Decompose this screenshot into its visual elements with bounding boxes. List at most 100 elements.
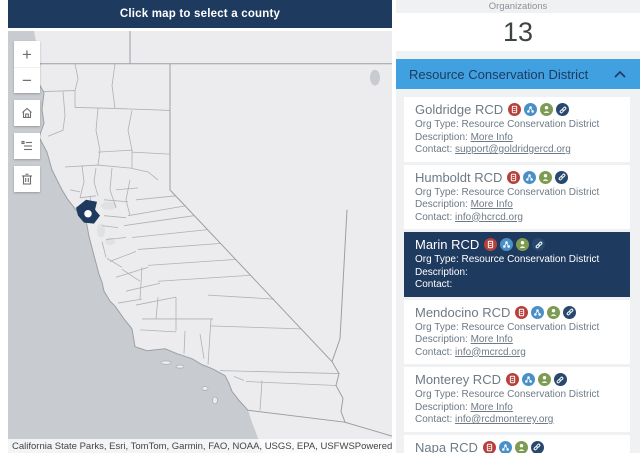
org-description-row: Description: More Info	[415, 132, 620, 145]
document-icon	[505, 373, 519, 386]
org-type-label: Org Type:	[415, 389, 459, 400]
org-badges	[508, 103, 572, 116]
section-title: Resource Conservation District	[409, 66, 589, 82]
organizations-label: Organizations	[396, 0, 640, 13]
document-icon	[507, 170, 521, 184]
description-label: Description:	[415, 401, 468, 413]
contact-label: Contact:	[415, 211, 453, 223]
org-description-row: Description: More Info	[415, 402, 620, 415]
person-icon	[514, 440, 528, 453]
org-description-row: Description: More Info	[415, 199, 620, 212]
org-description-row: Description:	[415, 267, 620, 280]
org-type-row: Org Type: Resource Conservation District	[415, 389, 620, 402]
contact-email-link[interactable]: support@goldridgercd.org	[455, 144, 571, 155]
org-list: Goldridge RCD Org Type: Resource Conserv…	[396, 89, 640, 453]
legend-button[interactable]	[14, 133, 40, 159]
map-canvas[interactable]: + −	[8, 31, 392, 453]
person-icon	[547, 305, 561, 319]
org-type-row: Org Type: Resource Conservation District	[415, 187, 620, 200]
home-button[interactable]	[14, 100, 40, 126]
network-icon	[523, 170, 537, 184]
more-info-link[interactable]: More Info	[470, 401, 513, 413]
section-header-resource-conservation-district[interactable]: Resource Conservation District	[396, 59, 640, 89]
map-controls: + −	[14, 41, 40, 199]
contact-email-link[interactable]: info@hcrcd.org	[455, 211, 523, 223]
zoom-out-button[interactable]: −	[14, 67, 40, 93]
org-type-value: Resource Conservation District	[458, 254, 600, 265]
document-icon	[482, 440, 496, 453]
organizations-count: 13	[502, 16, 534, 47]
org-name: Marin RCD	[415, 237, 480, 252]
link-icon	[555, 170, 569, 184]
more-info-link[interactable]: More Info	[470, 131, 513, 143]
org-name-row: Mendocino RCD	[415, 305, 620, 320]
contact-label: Contact:	[415, 279, 453, 290]
org-card[interactable]: Marin RCD Org Type: Resource Conservatio…	[404, 232, 630, 297]
org-name: Mendocino RCD	[415, 304, 511, 320]
org-contact-row: Contact: info@hcrcd.org	[415, 212, 620, 225]
document-icon	[484, 238, 498, 251]
contact-email-link[interactable]: info@mcrcd.org	[455, 346, 526, 358]
org-type-label: Org Type:	[415, 254, 459, 265]
contact-label: Contact:	[415, 346, 453, 358]
attribution-text: California State Parks, Esri, TomTom, Ga…	[12, 440, 355, 452]
org-contact-row: Contact: info@mcrcd.org	[415, 347, 620, 360]
org-type-value: Resource Conservation District	[458, 119, 600, 130]
link-icon	[553, 373, 567, 386]
description-label: Description:	[415, 266, 468, 278]
org-card[interactable]: Napa RCD Org Type: Resource Conservation…	[404, 434, 630, 453]
org-badges	[507, 170, 571, 184]
link-icon	[556, 103, 570, 116]
trash-button[interactable]	[14, 166, 40, 192]
map-instruction-banner: Click map to select a county	[8, 0, 392, 28]
trash-icon	[22, 173, 32, 185]
more-info-link[interactable]: More Info	[470, 334, 513, 345]
org-type-label: Org Type:	[415, 119, 459, 130]
org-contact-row: Contact:	[415, 279, 620, 292]
org-type-label: Org Type:	[415, 186, 459, 198]
organizations-panel: Organizations 13 Resource Conservation D…	[396, 0, 640, 453]
network-icon	[524, 103, 538, 116]
org-type-row: Org Type: Resource Conservation District	[415, 322, 620, 335]
link-icon	[532, 238, 546, 251]
network-icon	[498, 440, 512, 453]
org-type-value: Resource Conservation District	[458, 389, 600, 400]
org-card[interactable]: Mendocino RCD Org Type: Resource Conserv…	[404, 299, 630, 364]
document-icon	[508, 103, 522, 116]
org-name-row: Marin RCD	[415, 237, 620, 252]
contact-label: Contact:	[415, 414, 453, 425]
selected-county-marker	[79, 205, 97, 222]
org-name-row: Goldridge RCD	[415, 102, 620, 117]
org-name: Humboldt RCD	[415, 169, 503, 185]
org-type-row: Org Type: Resource Conservation District	[415, 119, 620, 132]
org-card[interactable]: Humboldt RCD Org Type: Resource Conserva…	[404, 164, 630, 229]
org-badges	[515, 305, 579, 319]
org-type-label: Org Type:	[415, 321, 459, 333]
network-icon	[521, 373, 535, 386]
org-contact-row: Contact: info@rcdmonterey.org	[415, 414, 620, 427]
map-attribution-bar: California State Parks, Esri, TomTom, Ga…	[8, 439, 392, 453]
link-icon	[563, 305, 577, 319]
chevron-up-icon[interactable]	[613, 70, 627, 79]
network-icon	[500, 238, 514, 251]
org-card[interactable]: Goldridge RCD Org Type: Resource Conserv…	[404, 97, 630, 162]
org-type-value: Resource Conservation District	[458, 321, 600, 333]
org-name: Goldridge RCD	[415, 102, 504, 117]
org-name: Monterey RCD	[415, 372, 501, 387]
zoom-in-button[interactable]: +	[14, 41, 40, 67]
powered-by-esri-link[interactable]: Powered by Esri	[354, 440, 392, 452]
org-name: Napa RCD	[415, 439, 478, 453]
map-column: Click map to select a county	[8, 0, 392, 453]
more-info-link[interactable]: More Info	[470, 199, 513, 210]
org-type-row: Org Type: Resource Conservation District	[415, 254, 620, 267]
contact-email-link[interactable]: info@rcdmonterey.org	[455, 414, 554, 425]
org-name-row: Napa RCD	[415, 440, 620, 453]
person-icon	[540, 103, 554, 116]
network-icon	[531, 305, 545, 319]
description-label: Description:	[415, 131, 468, 143]
document-icon	[515, 305, 529, 319]
org-card[interactable]: Monterey RCD Org Type: Resource Conserva…	[404, 367, 630, 432]
organizations-count-box: 13	[396, 13, 640, 51]
org-description-row: Description: More Info	[415, 334, 620, 347]
org-badges	[482, 440, 547, 453]
